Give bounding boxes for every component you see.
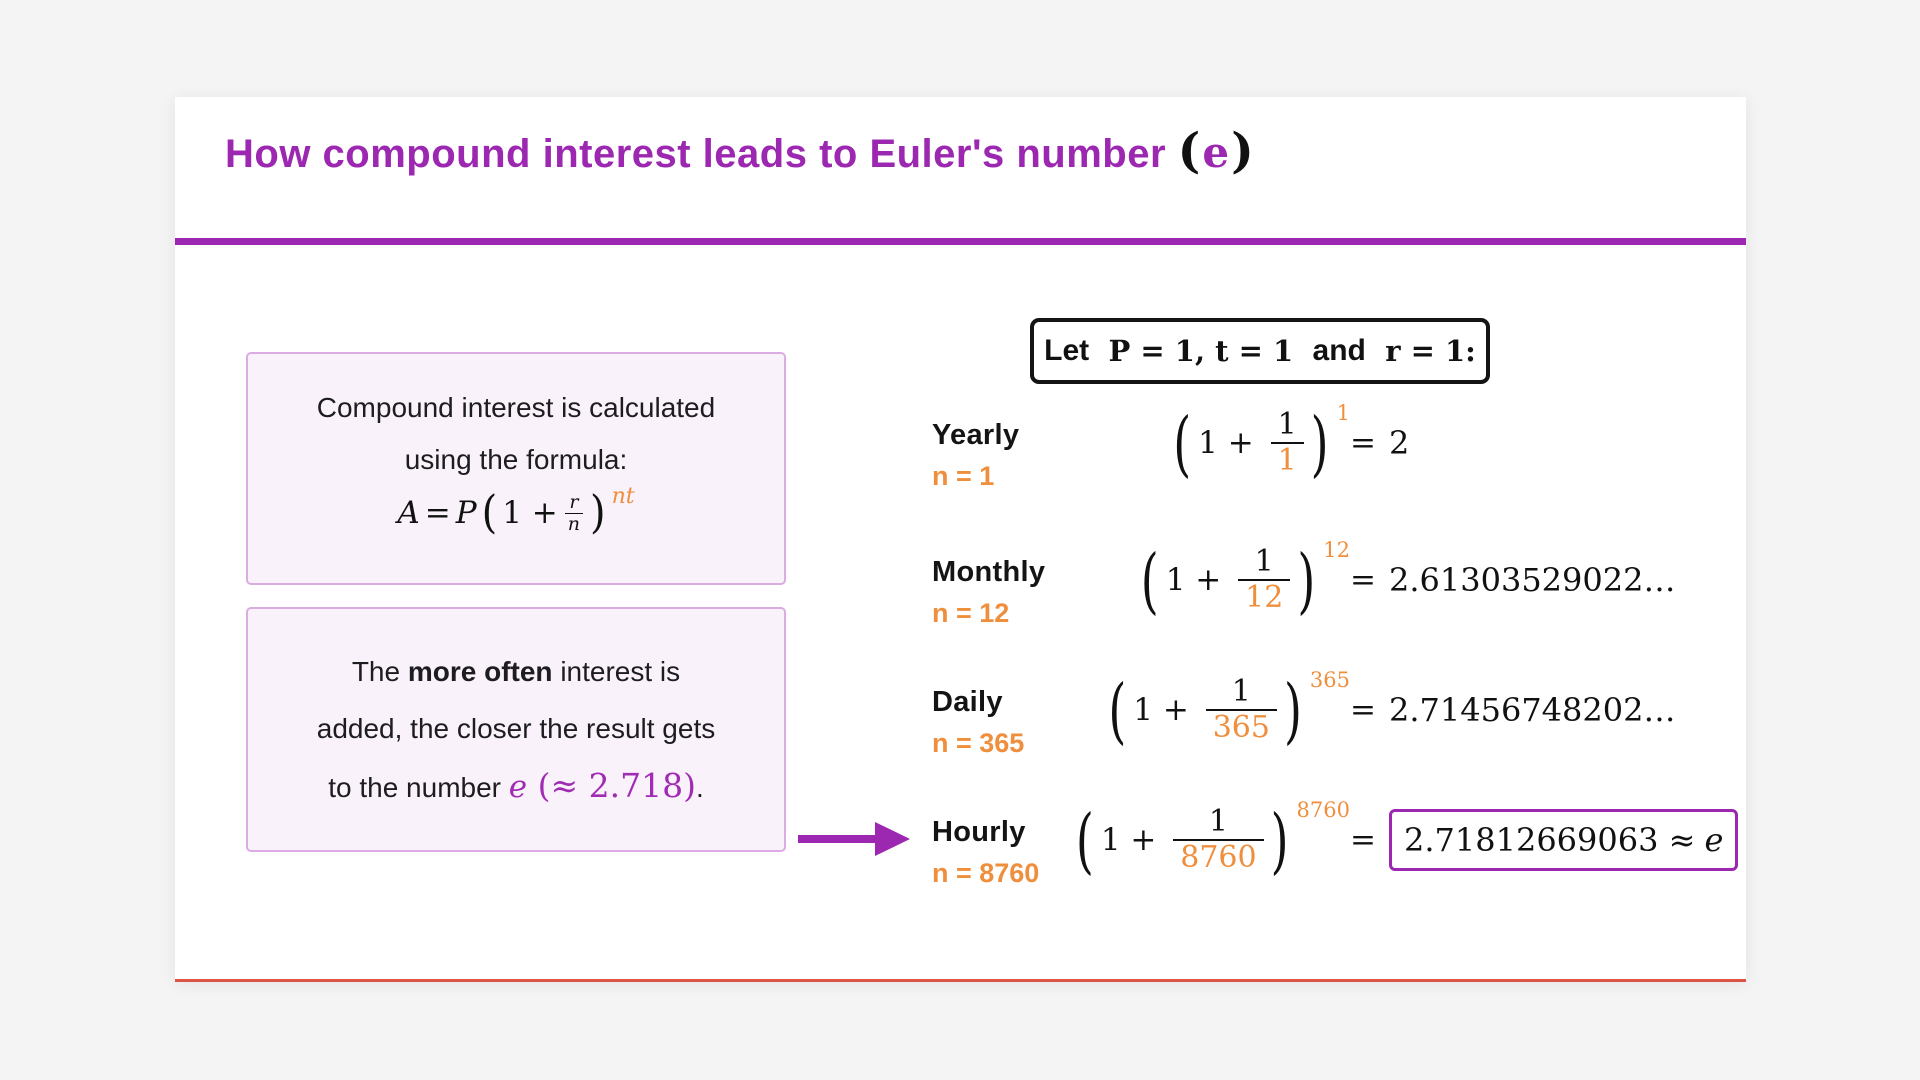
row-monthly-expression: ( 1 + 1 12 ) 12	[1141, 530, 1350, 630]
row-label: Hourly	[932, 816, 1026, 848]
one-plus: 1 +	[1100, 822, 1167, 858]
result-value: 2	[1388, 424, 1410, 462]
arrow-right-icon	[798, 822, 910, 856]
row-daily-label-block: Daily n = 365	[932, 686, 1172, 759]
title-close-paren: )	[1231, 123, 1254, 179]
row-n-value: n = 365	[932, 728, 1025, 758]
fraction-numerator: 1	[1277, 406, 1297, 442]
slide-card: How compound interest leads to Euler's n…	[175, 97, 1746, 982]
one-plus: 1 +	[1133, 692, 1199, 728]
fraction-denominator: 365	[1205, 709, 1277, 746]
fraction-denominator: 12	[1238, 579, 1291, 616]
period: .	[696, 772, 704, 803]
row-yearly-result: = 2	[1350, 393, 1409, 493]
exponent: 365	[1309, 668, 1350, 692]
and-word: and	[1304, 334, 1375, 367]
formula-A: A	[397, 495, 420, 532]
open-paren: (	[1173, 401, 1192, 485]
title-euler-e: e	[1202, 128, 1230, 177]
formula-P: P	[455, 495, 477, 532]
p-t-values: P = 1, t = 1	[1108, 334, 1294, 368]
let-word: Let	[1044, 334, 1098, 367]
exponent: 8760	[1296, 798, 1350, 822]
close-paren: )	[1310, 401, 1329, 485]
title-text: How compound interest leads to Euler's n…	[225, 132, 1178, 176]
compound-interest-formula: A = P ( 1 + r n ) nt	[248, 484, 784, 540]
fraction: 1 8760	[1173, 803, 1264, 876]
info-box2-line2: added, the closer the result gets	[316, 713, 716, 744]
result-value: 2.71812669063 ≈	[1403, 821, 1696, 859]
fraction-numerator: 1	[1231, 673, 1251, 709]
close-paren: )	[1297, 538, 1316, 622]
row-hourly-label-block: Hourly n = 8760	[932, 816, 1172, 889]
row-hourly-expression: ( 1 + 1 8760 ) 8760	[1076, 790, 1350, 890]
fraction: 1 365	[1205, 673, 1277, 746]
one-plus: 1 +	[1165, 562, 1232, 598]
result-value: 2.61303529022…	[1388, 561, 1676, 599]
equals-sign: =	[1350, 425, 1376, 461]
equals-sign: =	[1350, 562, 1376, 598]
row-n-value: n = 12	[932, 598, 1010, 628]
open-paren: (	[1140, 538, 1159, 622]
formula-exponent: nt	[611, 484, 635, 509]
row-yearly-expression: ( 1 + 1 1 ) 1	[1173, 393, 1350, 493]
row-hourly-result: = 2.71812669063 ≈ e	[1350, 790, 1739, 890]
info-box2-line3: to the number e (≈ 2.718).	[328, 766, 704, 805]
row-yearly: Yearly n = 1 ( 1 + 1 1 ) 1 = 2	[932, 393, 1732, 503]
info-box1-line1: Compound interest is calculated	[316, 392, 716, 423]
row-hourly: Hourly n = 8760 ( 1 + 1 8760 ) 8760 = 2.…	[932, 790, 1739, 900]
one-plus: 1 +	[1198, 425, 1264, 461]
row-daily: Daily n = 365 ( 1 + 1 365 ) 365 = 2.7145…	[932, 660, 1732, 770]
fraction: 1 1	[1270, 406, 1304, 479]
formula-fraction-denominator: n	[564, 512, 584, 535]
assumptions-box: Let P = 1, t = 1 and r = 1:	[1030, 318, 1490, 384]
row-daily-expression: ( 1 + 1 365 ) 365	[1108, 660, 1350, 760]
title-open-paren: (	[1177, 123, 1201, 179]
equals-sign: =	[1350, 822, 1376, 858]
row-daily-result: = 2.71456748202…	[1350, 660, 1675, 760]
row-n-value: n = 1	[932, 461, 995, 491]
formula-fraction: r n	[564, 491, 584, 535]
open-paren: (	[1075, 798, 1094, 882]
exponent: 1	[1336, 401, 1350, 425]
fraction-denominator: 8760	[1173, 839, 1264, 876]
formula-equals: =	[424, 495, 451, 532]
approx-value: (≈ 2.718)	[527, 766, 696, 805]
fraction-numerator: 1	[1254, 543, 1274, 579]
result-value: 2.71456748202…	[1388, 691, 1676, 729]
fraction-denominator: 1	[1270, 442, 1304, 479]
formula-one-plus: 1 +	[502, 495, 558, 532]
euler-e-symbol: e	[508, 769, 528, 805]
formula-open-paren: (	[481, 487, 498, 540]
row-yearly-label-block: Yearly n = 1	[932, 419, 1172, 492]
fraction-numerator: 1	[1208, 803, 1228, 839]
formula-fraction-numerator: r	[569, 491, 579, 513]
title-divider	[175, 238, 1746, 245]
result-euler-e: e	[1704, 821, 1724, 859]
close-paren: )	[1270, 798, 1289, 882]
row-monthly-result: = 2.61303529022…	[1350, 530, 1675, 630]
close-paren: )	[1283, 668, 1302, 752]
page-title: How compound interest leads to Euler's n…	[225, 123, 1254, 179]
info-box2-line1: The more often interest is	[351, 656, 681, 687]
euler-result-box: 2.71812669063 ≈ e	[1388, 809, 1739, 871]
r-value: r = 1:	[1385, 334, 1476, 368]
more-often-bold: more often	[407, 656, 553, 687]
exponent: 12	[1323, 538, 1350, 562]
row-label: Daily	[932, 686, 1003, 718]
formula-close-paren: )	[590, 487, 606, 540]
compound-interest-info-box: Compound interest is calculated using th…	[246, 352, 786, 585]
equals-sign: =	[1350, 692, 1376, 728]
closer-to-e-info-box: The more often interest is added, the cl…	[246, 607, 786, 852]
open-paren: (	[1108, 668, 1127, 752]
row-n-value: n = 8760	[932, 858, 1040, 888]
row-label: Monthly	[932, 556, 1046, 588]
row-monthly-label-block: Monthly n = 12	[932, 556, 1172, 629]
info-box1-line2: using the formula:	[404, 444, 628, 475]
row-label: Yearly	[932, 419, 1020, 451]
fraction: 1 12	[1238, 543, 1291, 616]
row-monthly: Monthly n = 12 ( 1 + 1 12 ) 12 = 2.61303…	[932, 530, 1732, 640]
